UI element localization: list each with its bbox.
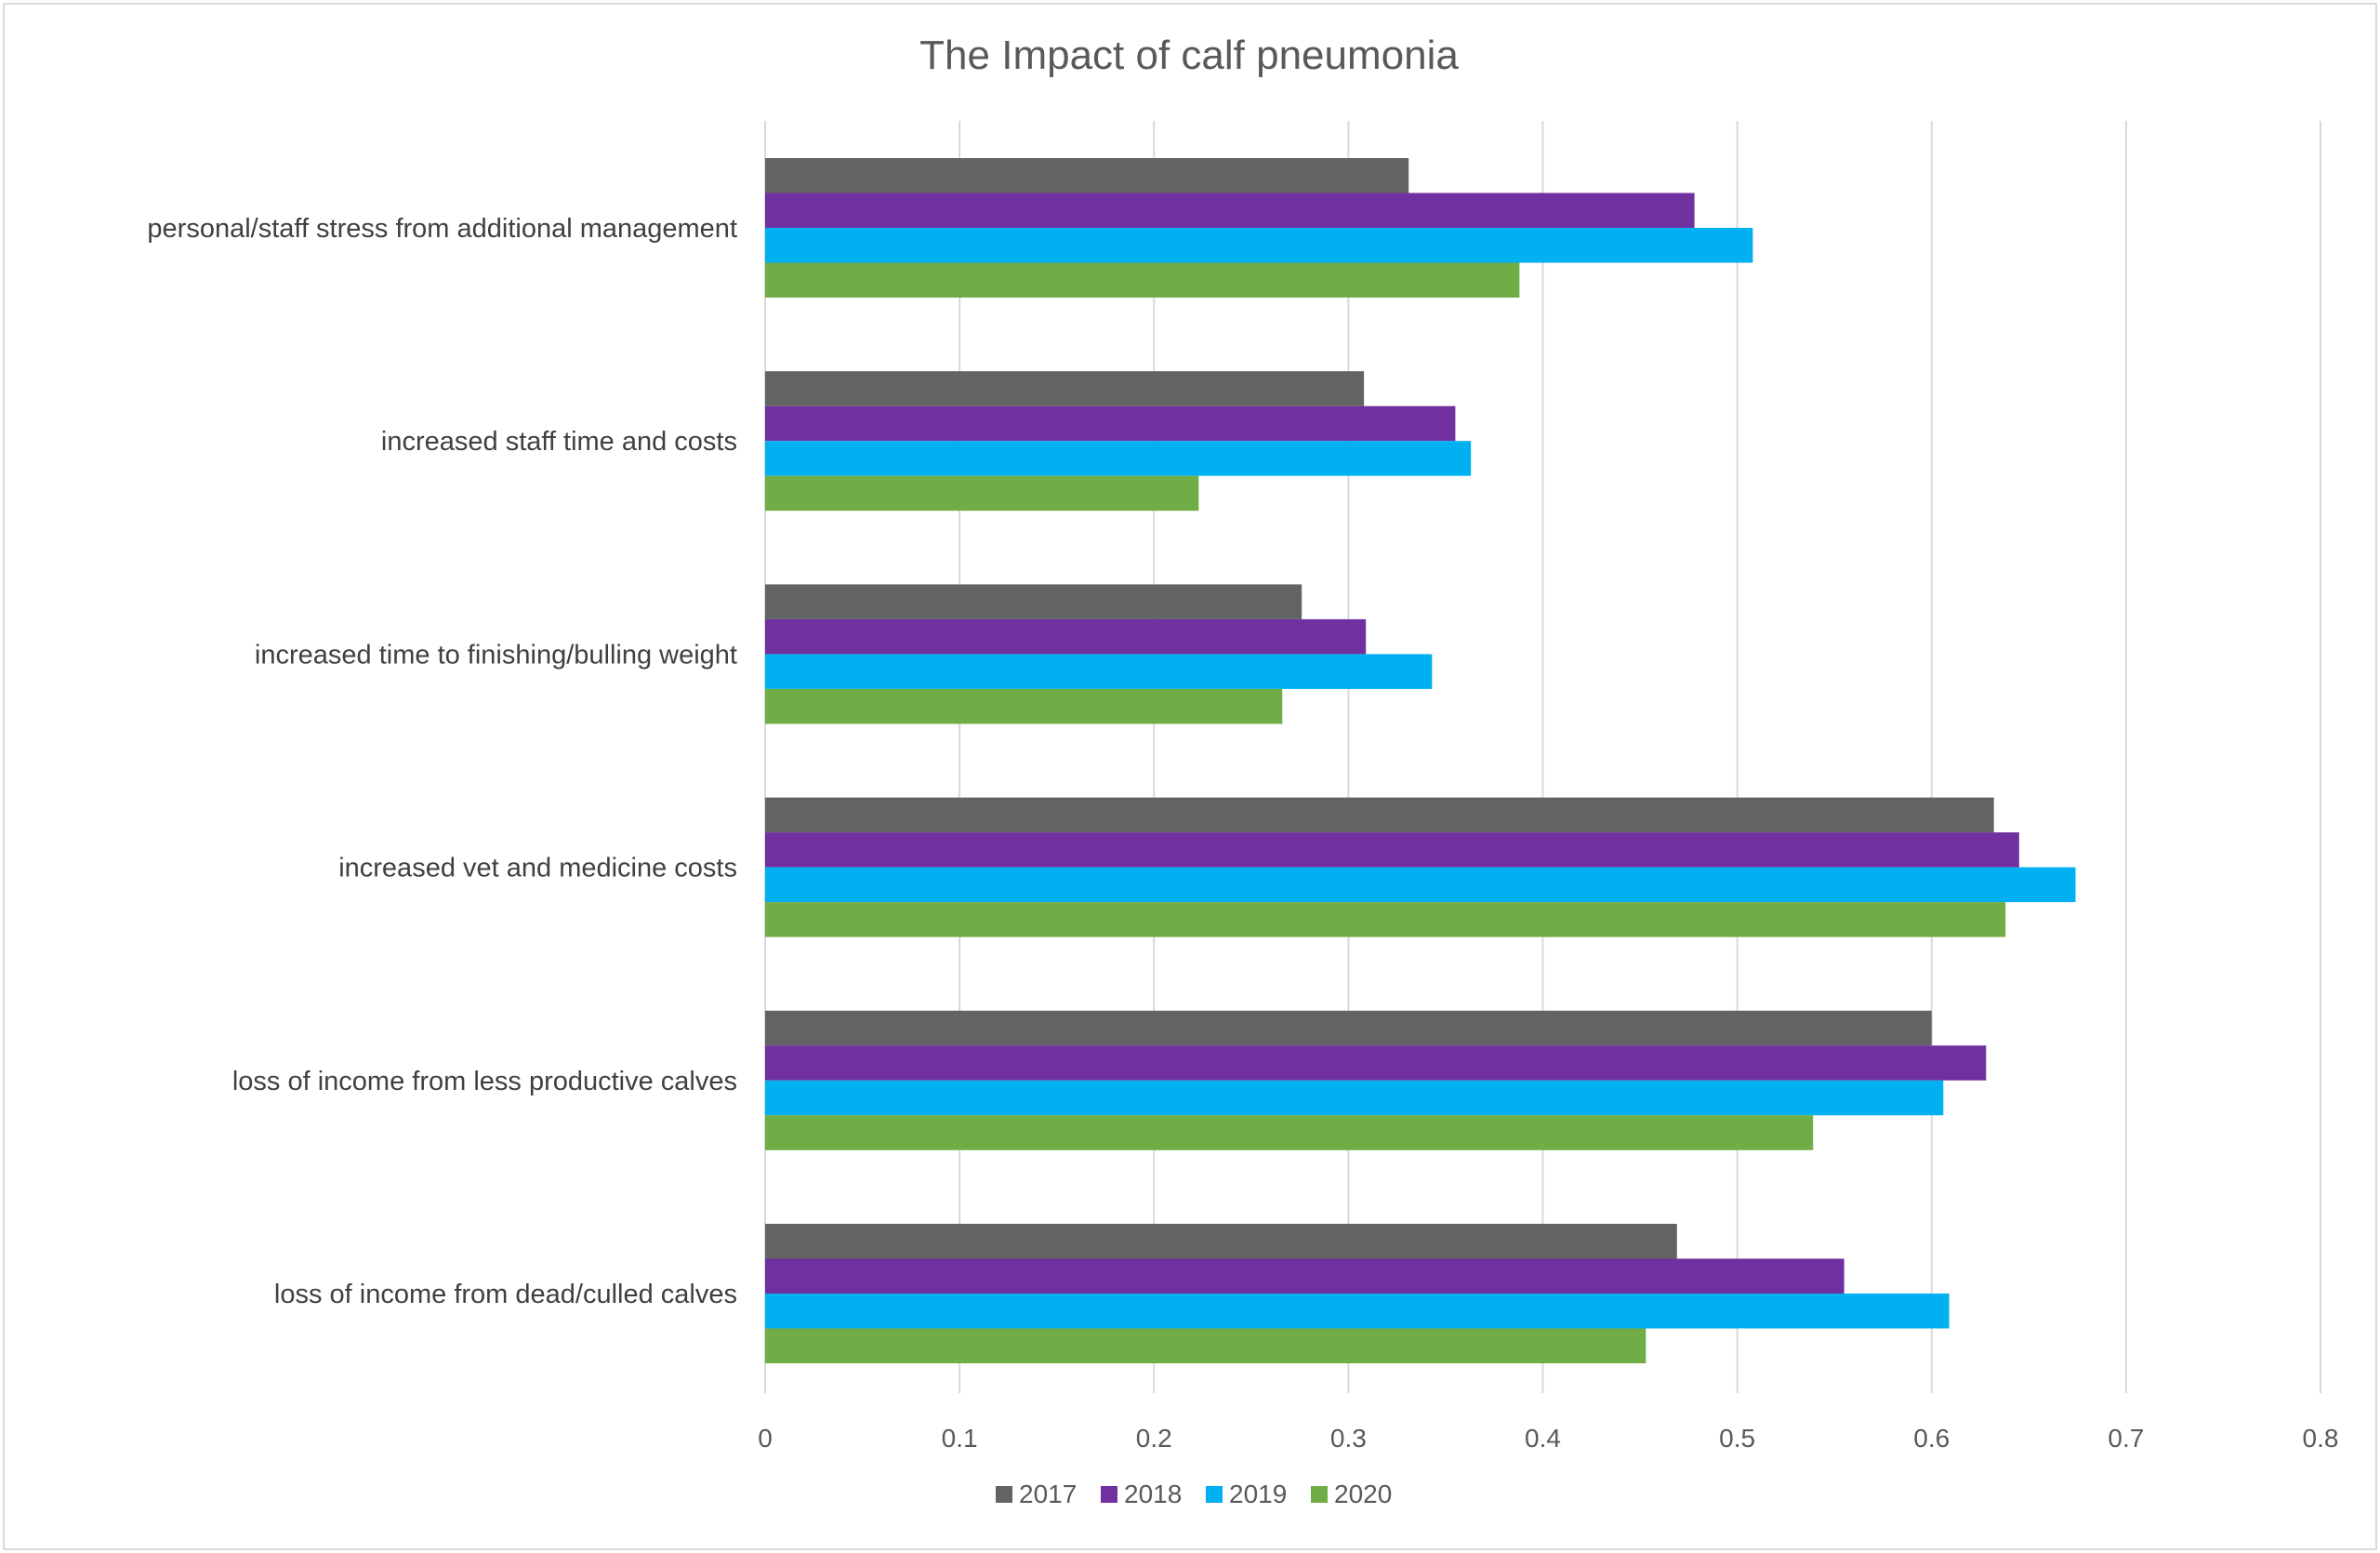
x-tick-label: 0.5 [1719,1424,1755,1453]
bar-2017-4 [765,1010,1932,1046]
bar-2017-1 [765,371,1365,406]
bar-2020-4 [765,1115,1814,1150]
bar-2018-3 [765,832,2019,868]
legend-label: 2020 [1334,1480,1392,1508]
category-label: loss of income from less productive calv… [232,1067,737,1096]
x-tick-label: 0 [758,1424,773,1453]
bar-2020-1 [765,475,1199,511]
bar-2018-2 [765,618,1367,655]
x-tick-labels: 0 0.1 0.2 0.3 0.4 0.5 0.6 0.7 0.8 [758,1424,2338,1453]
bar-2017-2 [765,584,1302,619]
bar-2017-3 [765,797,1994,833]
chart-title: The Impact of calf pneumonia [919,33,1459,78]
bars [765,158,2076,1363]
category-label: personal/staff stress from additional ma… [147,214,737,244]
x-tick-label: 0.2 [1136,1424,1172,1453]
bar-2017-0 [765,158,1409,193]
bar-2019-4 [765,1080,1944,1116]
legend-label: 2017 [1019,1480,1077,1508]
category-label: loss of income from dead/culled calves [274,1280,737,1309]
bar-2017-5 [765,1224,1677,1259]
category-labels: personal/staff stress from additional ma… [147,214,737,1309]
legend-label: 2018 [1124,1480,1182,1508]
x-tick-label: 0.1 [942,1424,978,1453]
category-label: increased vet and medicine costs [338,854,737,883]
legend-swatch-2017 [996,1486,1012,1503]
bar-2020-3 [765,902,2006,937]
bar-2018-4 [765,1045,1987,1081]
bar-2018-5 [765,1258,1844,1294]
legend-swatch-2020 [1311,1486,1328,1503]
category-label: increased time to finishing/bulling weig… [255,640,737,670]
bar-2019-5 [765,1294,1950,1329]
bar-2020-5 [765,1328,1646,1363]
category-label: increased staff time and costs [381,427,737,457]
bar-2019-2 [765,654,1433,689]
legend-swatch-2018 [1101,1486,1117,1503]
bar-2019-1 [765,441,1472,476]
x-tick-label: 0.7 [2108,1424,2144,1453]
x-tick-label: 0.3 [1330,1424,1367,1453]
bar-2019-0 [765,228,1753,263]
gridlines [764,121,2321,1393]
x-tick-label: 0.4 [1525,1424,1561,1453]
bar-2018-1 [765,405,1456,442]
legend-swatch-2019 [1206,1486,1223,1503]
x-tick-label: 0.6 [1913,1424,1950,1453]
legend: 2017 2018 2019 2020 [996,1480,1392,1508]
bar-2020-0 [765,262,1520,298]
legend-label: 2019 [1229,1480,1287,1508]
x-tick-label: 0.8 [2303,1424,2339,1453]
bar-2018-0 [765,192,1695,228]
bar-2020-2 [765,688,1283,724]
bar-2019-3 [765,867,2076,903]
